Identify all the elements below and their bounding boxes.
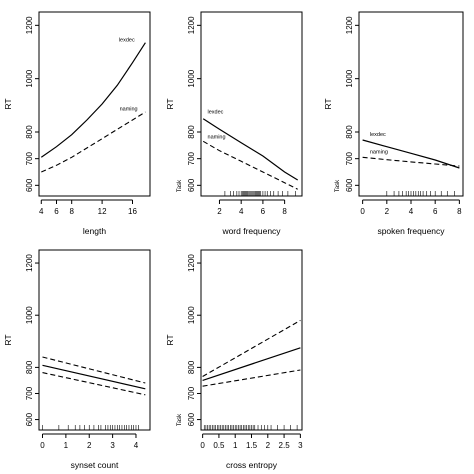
- x-tick-label: 3: [110, 441, 115, 450]
- chart-panel-1: 600 700 800 1000 1200 4 6 8 12 16 length RT lexdec na…: [3, 11, 151, 236]
- series-line-naming: [362, 156, 460, 167]
- x-tick-label: 0.5: [213, 441, 225, 450]
- task-side-label: Task: [335, 179, 341, 192]
- x-axis-label: length: [83, 226, 106, 236]
- x-axis-label: cross entropy: [226, 460, 278, 470]
- x-tick-label: 4: [239, 207, 244, 216]
- y-axis-label: RT: [165, 334, 175, 345]
- x-tick-label: 4: [409, 207, 414, 216]
- x-tick-label: 6: [433, 207, 438, 216]
- chart-panel-3: 600 700 800 1000 1200 0 2 4 6 8 spoken frequency RT…: [323, 11, 464, 236]
- series-label-naming: naming: [208, 135, 226, 141]
- x-tick-label: 6: [54, 207, 59, 216]
- y-tick-label: 600: [25, 412, 34, 426]
- x-tick-label: 2: [217, 207, 222, 216]
- series-line-solid-1: [202, 347, 301, 381]
- series-line-dashed-2: [42, 356, 146, 384]
- x-tick-label: 0: [360, 207, 365, 216]
- y-tick-label: 800: [25, 360, 34, 374]
- series-line-naming: [41, 111, 146, 173]
- x-tick-label: 16: [128, 207, 137, 216]
- y-tick-label: 1000: [187, 306, 196, 324]
- plot-frame: [200, 249, 303, 431]
- x-axis-label: spoken frequency: [377, 226, 445, 236]
- series-line-lexdec: [202, 118, 299, 181]
- x-tick-label: 3: [298, 441, 303, 450]
- x-tick-label: 8: [457, 207, 462, 216]
- chart-panel-2: 600 700 800 1000 1200 2 4 6 8 word frequency RT Tas…: [165, 11, 303, 236]
- y-axis-label: RT: [3, 334, 13, 345]
- y-axis-label: RT: [3, 98, 13, 109]
- series-label-naming: naming: [370, 149, 388, 155]
- x-tick-label: 8: [282, 207, 287, 216]
- x-tick-label: 12: [98, 207, 107, 216]
- y-tick-label: 800: [25, 125, 34, 139]
- task-side-label: Task: [177, 413, 183, 426]
- series-line-dashed-3: [202, 369, 301, 387]
- y-tick-label: 700: [25, 151, 34, 165]
- plot-frame: [38, 11, 151, 197]
- y-tick-label: 1200: [187, 16, 196, 34]
- y-tick-label: 600: [25, 178, 34, 192]
- y-tick-label: 700: [25, 386, 34, 400]
- x-tick-label: 8: [69, 207, 74, 216]
- y-axis-label: RT: [165, 98, 175, 109]
- y-tick-label: 700: [345, 151, 354, 165]
- y-axis-label: RT: [323, 98, 333, 109]
- y-tick-label: 1200: [25, 254, 34, 272]
- chart-panel-5: 600 700 800 1000 1200 0 0.5 1 1.5 2 2.5 3 cross entr…: [165, 249, 303, 470]
- y-tick-label: 600: [187, 178, 196, 192]
- plot-frame: [38, 249, 151, 431]
- y-tick-label: 1200: [345, 16, 354, 34]
- x-tick-label: 0: [40, 441, 45, 450]
- x-tick-label: 1: [64, 441, 69, 450]
- x-axis-label: word frequency: [221, 226, 281, 236]
- y-tick-label: 600: [345, 178, 354, 192]
- x-tick-label: 1.5: [246, 441, 258, 450]
- plot-frame: [200, 11, 303, 197]
- series-line-lexdec: [362, 139, 460, 169]
- series-line-lexdec: [40, 42, 146, 158]
- y-tick-label: 1000: [25, 69, 34, 87]
- x-tick-label: 2.5: [279, 441, 291, 450]
- x-tick-label: 0: [200, 441, 205, 450]
- y-tick-label: 600: [187, 412, 196, 426]
- plot-frame: [358, 11, 464, 197]
- x-tick-label: 4: [39, 207, 44, 216]
- y-tick-label: 800: [187, 360, 196, 374]
- y-tick-label: 1000: [25, 306, 34, 324]
- y-tick-label: 700: [187, 151, 196, 165]
- series-label-lexdec: lexdec: [208, 109, 224, 115]
- x-tick-label: 6: [261, 207, 266, 216]
- series-line-dashed-3: [42, 372, 146, 396]
- series-line-solid-1: [42, 364, 146, 390]
- series-label-naming: naming: [120, 107, 138, 113]
- y-tick-label: 1000: [345, 69, 354, 87]
- x-tick-label: 2: [385, 207, 390, 216]
- chart-panel-4: 600 700 800 1000 1200 0 1 2 3 4 synset count RT: [3, 249, 151, 470]
- y-tick-label: 1200: [25, 16, 34, 34]
- series-label-lexdec: lexdec: [119, 37, 135, 43]
- x-axis-label: synset count: [71, 460, 119, 470]
- y-tick-label: 1000: [187, 69, 196, 87]
- y-tick-label: 800: [345, 125, 354, 139]
- y-tick-label: 800: [187, 125, 196, 139]
- x-tick-label: 2: [266, 441, 271, 450]
- x-tick-label: 2: [87, 441, 92, 450]
- y-tick-label: 700: [187, 386, 196, 400]
- series-label-lexdec: lexdec: [370, 132, 386, 138]
- task-side-label: Task: [177, 179, 183, 192]
- y-tick-label: 1200: [187, 254, 196, 272]
- series-line-dashed-2: [202, 319, 301, 377]
- x-tick-label: 1: [233, 441, 238, 450]
- x-tick-label: 4: [134, 441, 139, 450]
